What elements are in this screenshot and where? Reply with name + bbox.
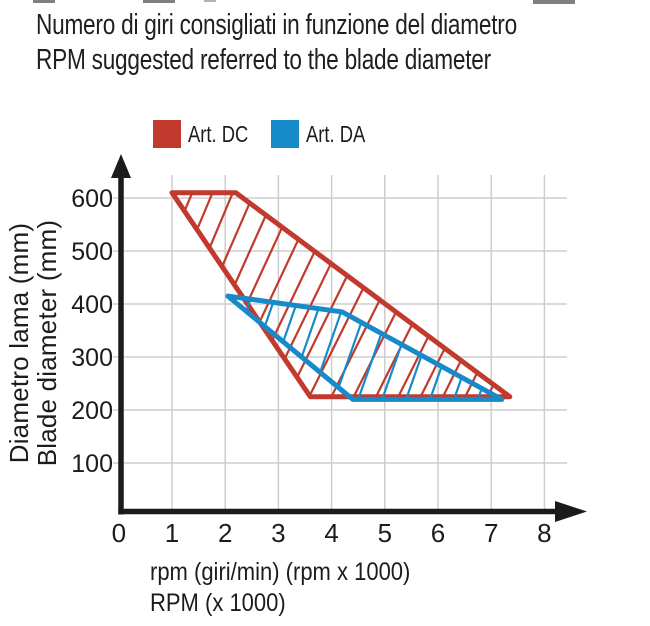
- da-hatch-line: [300, 308, 320, 358]
- da-hatch-line: [337, 322, 363, 388]
- chart-title: Numero di giri consigliati in funzione d…: [36, 8, 517, 78]
- dc-color-swatch: [153, 120, 181, 148]
- da-hatch-line: [452, 377, 463, 400]
- y-tick-label: 600: [71, 185, 113, 213]
- dc-hatch-line: [196, 192, 214, 231]
- da-region-outline: [225, 293, 505, 402]
- x-tick-label: 4: [324, 518, 338, 548]
- x-tick-label: 8: [537, 518, 551, 548]
- dc-hatch-line: [208, 192, 234, 249]
- x-tick-label: 5: [378, 518, 392, 548]
- y-tick-label: 300: [71, 344, 113, 372]
- x-tick-label: 3: [271, 518, 285, 548]
- dc-hatch-line: [246, 226, 284, 304]
- y-axis-arrowhead-icon: [111, 154, 131, 178]
- x-tick-label: 1: [165, 518, 179, 548]
- x-tick-label: 2: [218, 518, 232, 548]
- dc-hatch-line: [258, 238, 300, 323]
- da-hatch-line: [319, 311, 343, 373]
- y-tick-label: 500: [71, 238, 113, 266]
- dc-hatch-line: [283, 263, 332, 360]
- x-axis-arrowhead-icon: [555, 501, 587, 522]
- x-tick-label: 7: [484, 518, 498, 548]
- crop-artifact: [533, 0, 575, 4]
- x-axis-caption: rpm (giri/min) (rpm x 1000) RPM (x 1000): [150, 557, 410, 619]
- y-tick-label: 400: [71, 291, 113, 319]
- y-tick-label: 200: [71, 397, 113, 425]
- dc-hatch-line: [375, 323, 414, 398]
- da-hatch-line: [405, 355, 423, 400]
- x-tick-label: 0: [112, 518, 126, 548]
- dc-hatch-line: [271, 250, 316, 341]
- da-color-swatch: [271, 120, 299, 148]
- da-hatch-line: [282, 305, 297, 343]
- x-axis-caption-line2: RPM (x 1000): [150, 589, 286, 617]
- dc-hatch-line: [397, 335, 430, 398]
- dc-hatch-line: [419, 347, 446, 398]
- crop-artifact: [204, 0, 216, 2]
- dc-hatch-line: [308, 287, 365, 397]
- legend-item-dc: Art. DC: [153, 120, 263, 148]
- chart-title-line2: RPM suggested referred to the blade diam…: [36, 44, 491, 76]
- dc-hatch-line: [441, 359, 463, 398]
- x-axis-caption-line1: rpm (giri/min) (rpm x 1000): [150, 558, 411, 586]
- dc-hatch-line: [183, 192, 194, 212]
- da-hatch-line: [381, 344, 403, 400]
- x-tick-label: 6: [431, 518, 445, 548]
- da-hatch-line: [428, 366, 443, 400]
- dc-hatch-line: [221, 202, 251, 267]
- dc-hatch-line: [233, 214, 267, 286]
- dc-hatch-line: [330, 299, 381, 398]
- da-hatch-line: [357, 333, 383, 400]
- y-tick-label: 100: [71, 450, 113, 478]
- da-hatch-line: [263, 301, 275, 327]
- legend-label-dc: Art. DC: [188, 120, 249, 147]
- crop-artifact: [143, 0, 175, 3]
- legend-label-da: Art. DA: [306, 120, 366, 147]
- chart-title-line1: Numero di giri consigliati in funzione d…: [36, 9, 517, 41]
- legend-item-da: Art. DA: [271, 120, 380, 148]
- crop-artifact: [33, 0, 55, 3]
